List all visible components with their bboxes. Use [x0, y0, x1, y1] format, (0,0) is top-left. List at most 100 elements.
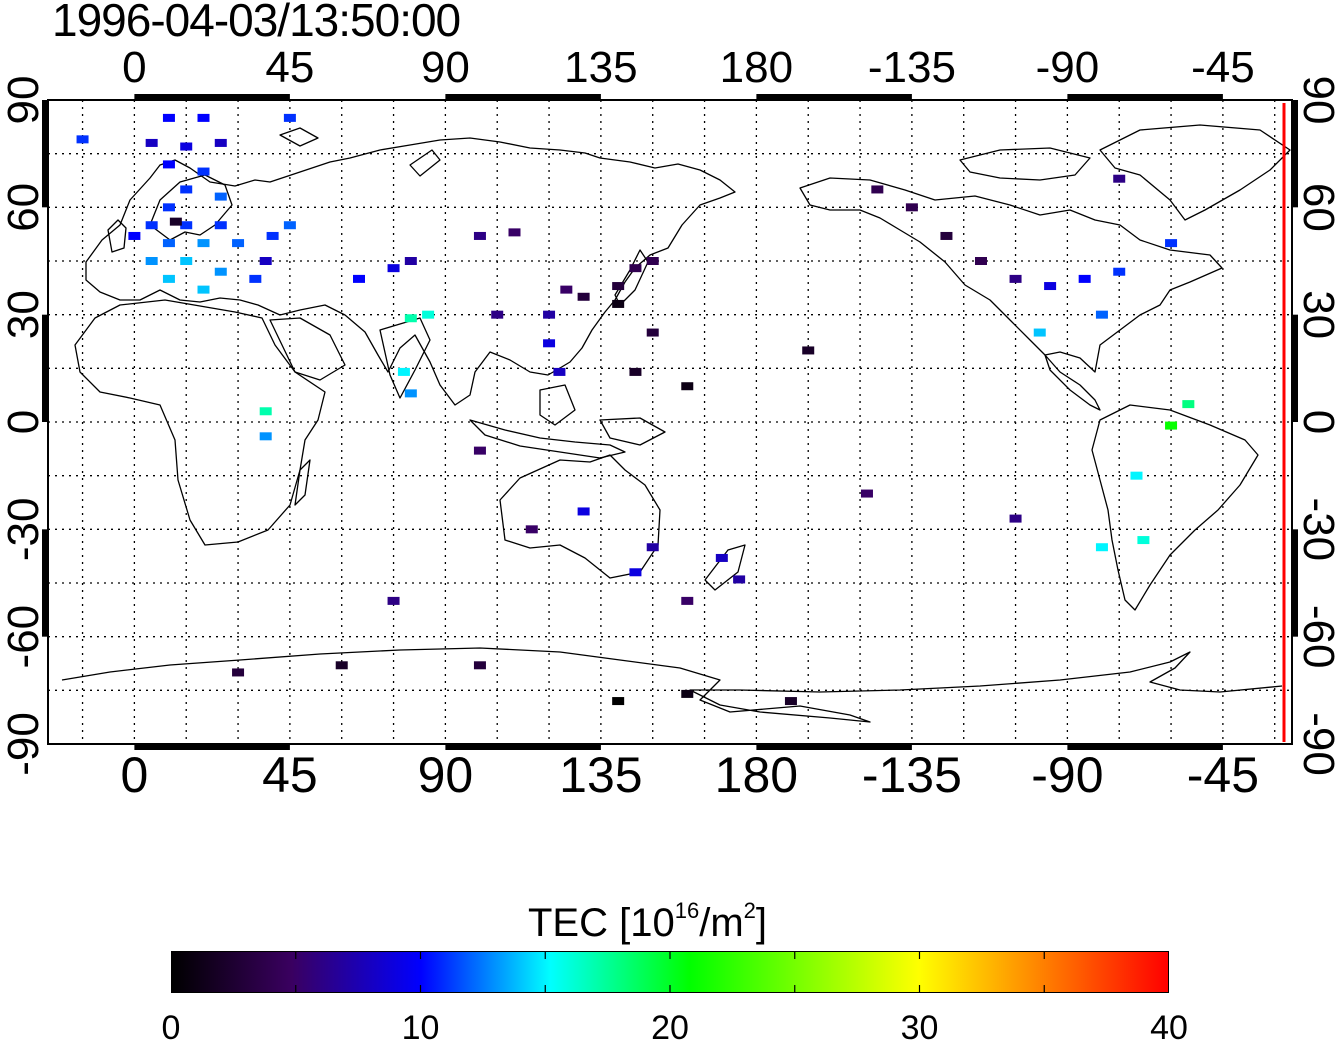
left-latitude-labels: 90 60 30 0 -30 -60 -90	[0, 76, 48, 776]
tec-point	[162, 113, 175, 122]
bottom-longitude-label: 135	[559, 747, 642, 803]
top-longitude-label: 135	[564, 43, 637, 92]
frame-bar-right	[1292, 529, 1298, 637]
bottom-longitude-label: -90	[1031, 747, 1103, 803]
tec-point	[283, 221, 296, 230]
tec-point	[1044, 282, 1057, 291]
right-latitude-label: 60	[1294, 183, 1340, 232]
tec-point	[128, 231, 141, 240]
tec-point	[353, 274, 365, 283]
tec-point	[612, 299, 625, 308]
frame-bar-top	[445, 94, 601, 100]
tec-point	[214, 192, 227, 201]
frame-bar-right	[1292, 314, 1298, 422]
map-gridlines	[48, 100, 1292, 744]
top-longitude-label: 45	[265, 43, 314, 92]
tec-point	[646, 543, 659, 552]
colorbar-tick-label: 30	[900, 1009, 939, 1047]
frame-bar-top	[756, 94, 912, 100]
tec-point	[335, 661, 348, 670]
tec-point	[905, 203, 918, 212]
bottom-longitude-label: -45	[1187, 747, 1259, 803]
tec-point	[508, 228, 521, 237]
tec-point	[543, 310, 556, 319]
coastline-arabia	[269, 317, 346, 381]
coastline-japan	[614, 249, 649, 306]
coastline-madagascar	[294, 459, 311, 506]
tec-point	[681, 689, 694, 698]
coastline-central-america	[1044, 354, 1101, 411]
tec-data-points	[76, 113, 1195, 706]
tec-point	[197, 167, 210, 176]
tec-point	[145, 257, 158, 265]
tec-point	[1033, 328, 1046, 337]
tec-point	[1078, 274, 1091, 283]
top-longitude-label: 180	[720, 43, 793, 92]
coastline-eurasia	[85, 137, 736, 406]
tec-point	[975, 257, 987, 265]
colorbar-tick-label: 0	[161, 1009, 181, 1047]
tec-point	[629, 264, 642, 273]
tec-point	[473, 661, 486, 670]
tec-point	[180, 221, 193, 230]
tec-point	[180, 185, 193, 194]
tec-point	[145, 138, 158, 147]
tec-point	[249, 274, 262, 283]
right-latitude-label: 90	[1294, 76, 1340, 125]
coastline-greenland	[1099, 124, 1291, 221]
tec-colorbar	[171, 951, 1169, 993]
tec-point	[283, 113, 296, 122]
tec-point	[76, 135, 89, 144]
tec-point	[180, 257, 193, 265]
left-latitude-label: -60	[0, 605, 48, 669]
tec-point	[259, 432, 272, 441]
coastline-indonesia	[469, 419, 626, 459]
tec-point	[473, 446, 486, 455]
frame-bar-right	[1292, 100, 1298, 208]
tec-point	[387, 264, 400, 273]
tec-point	[681, 596, 694, 605]
tec-point	[214, 138, 227, 147]
tec-point	[232, 239, 245, 248]
frame-bar-top	[134, 94, 290, 100]
tec-point	[404, 389, 417, 398]
right-latitude-label: 0	[1294, 410, 1340, 434]
left-latitude-label: 90	[0, 76, 48, 125]
bottom-longitude-label: 180	[715, 747, 798, 803]
tec-point	[169, 217, 182, 226]
frame-bar-bottom	[445, 744, 601, 750]
right-latitude-label: -60	[1294, 605, 1340, 669]
top-longitude-label: -135	[868, 43, 956, 92]
colorbar-tick-label: 20	[651, 1009, 689, 1047]
frame-bar-left	[42, 100, 48, 208]
tec-point	[422, 310, 435, 319]
frame-bar-bottom	[1067, 744, 1223, 750]
coastline-svalbard	[279, 127, 319, 147]
tec-point	[525, 525, 538, 534]
right-latitude-label: -90	[1294, 712, 1340, 776]
tec-point	[1113, 267, 1126, 276]
tec-point	[1113, 174, 1126, 183]
bottom-longitude-label: -135	[862, 747, 962, 803]
coastline-new-guinea	[599, 417, 666, 446]
top-longitude-label: 90	[421, 43, 470, 92]
tec-point	[802, 346, 815, 355]
tec-point	[715, 553, 728, 562]
tec-point	[646, 257, 659, 265]
colorbar-tick-label: 10	[401, 1009, 440, 1047]
colorbar-title-close: ]	[755, 901, 768, 945]
coastline-britain	[107, 219, 127, 253]
bottom-longitude-label: 90	[418, 747, 474, 803]
tec-point	[197, 113, 210, 122]
top-longitude-label: -90	[1036, 43, 1100, 92]
tec-point	[162, 274, 175, 283]
coastline-novaya-zemlya	[409, 149, 441, 177]
tec-point	[1165, 421, 1178, 430]
tec-point	[1095, 543, 1108, 552]
tec-point	[553, 367, 566, 376]
tec-point	[629, 568, 642, 577]
right-latitude-labels: 90 60 30 0 -30 -60 -90	[1294, 76, 1340, 776]
tec-point	[860, 489, 873, 498]
bottom-longitude-label: 0	[120, 747, 148, 803]
